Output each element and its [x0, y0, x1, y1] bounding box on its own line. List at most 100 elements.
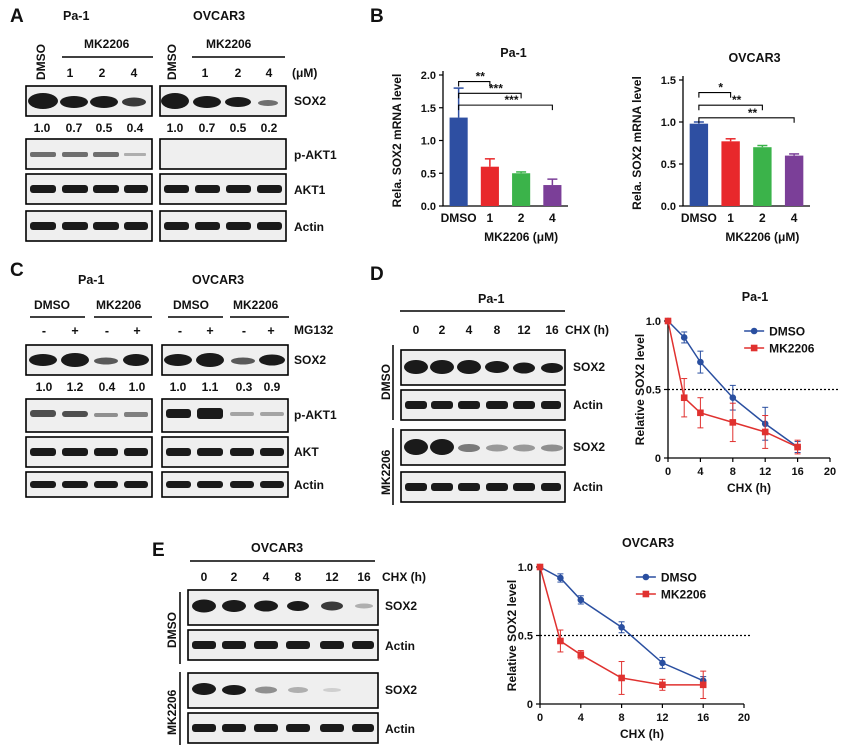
panel-e-row-sox2-2: SOX2 [385, 683, 417, 697]
panel-a-unit: (μM) [292, 66, 317, 80]
chart-b2-title: OVCAR3 [728, 51, 780, 65]
chart-d-legend-marker [750, 344, 758, 352]
chart-e-ylabel: Relative SOX2 level [505, 580, 519, 691]
chart-b1-ytick-label: 1.0 [421, 136, 436, 148]
chart-e-curve: OVCAR3 0 4 8 12 16 20 0 0.5 1.0 CHX (h) Relative SO… [505, 536, 752, 741]
chart-d-point [680, 394, 688, 402]
panel-e-row-actin-1: Actin [385, 639, 415, 653]
panel-c-reagent: MG132 [294, 323, 334, 337]
chart-e-point [577, 651, 585, 658]
chart-e-xtick-label: 4 [578, 712, 585, 724]
panel-e-tp-16: 16 [357, 570, 371, 584]
panel-c-pa1-group-mk: MK2206 [96, 298, 142, 312]
chart-b2-sig-bracket [698, 117, 795, 123]
blot-a-ovcar3-pakt1 [159, 138, 287, 170]
chart-e-ytick-label: 0 [527, 699, 533, 711]
panel-a-pa1-dose-2: 2 [99, 66, 106, 80]
bands-a-pa1-sox2 [28, 93, 146, 109]
panel-c-sign-5: - [178, 324, 182, 338]
chart-d-point [680, 334, 688, 341]
chart-b1-bar [512, 173, 531, 206]
chart-d-xtick-label: 4 [697, 466, 704, 478]
chart-e-point [618, 674, 625, 682]
chart-d-legend-marker [750, 327, 758, 335]
chart-d-xtick-label: 12 [759, 466, 771, 478]
bands-a-ovcar3-actin [164, 222, 282, 230]
panel-a-ovcar3-dose-2: 2 [235, 66, 242, 80]
bands-e-mk-actin [192, 724, 374, 732]
chart-d-point [794, 443, 801, 451]
chart-b1-ytick-label: 2.0 [421, 70, 436, 82]
chart-e-xtick-label: 20 [738, 712, 750, 724]
blot-e-dmso-actin [187, 629, 379, 661]
panel-e-row-actin-2: Actin [385, 722, 415, 736]
chart-e-ytick-label: 0.5 [518, 631, 533, 643]
blot-e-dmso-sox2 [187, 589, 379, 626]
chart-b1-sig-bracket [458, 92, 522, 99]
panel-d-tp-12: 12 [517, 323, 531, 337]
chart-b1-xlabel: MK2206 (μM) [484, 230, 558, 244]
chart-b2-sig-label: * [718, 81, 723, 95]
bands-d-mk-sox2 [404, 439, 563, 455]
panel-d-tp-8: 8 [494, 323, 501, 337]
chart-d-xtick-label: 16 [791, 466, 803, 478]
bands-c-pa1-akt [30, 448, 148, 456]
chart-b-ovcar3: OVCAR3 0.0 0.5 1.0 1.5 Rela. SOX2 mRNA level D… [630, 51, 810, 244]
chart-d-point [697, 409, 704, 417]
panel-e-tp-0: 0 [201, 570, 208, 584]
chart-b2-ytick-label: 0.5 [661, 159, 676, 171]
chart-e-legend-label: MK2206 [661, 588, 707, 602]
chart-d-point [729, 394, 737, 402]
panel-d-tp-4: 4 [466, 323, 473, 337]
chart-e-legend-marker [642, 573, 650, 581]
bands-a-ovcar3-akt1 [164, 185, 282, 193]
chart-e-axes [539, 565, 744, 705]
chart-e-point [659, 659, 666, 667]
panel-e-group-mk: MK2206 [165, 689, 179, 735]
bands-a-ovcar3-sox2 [161, 93, 278, 109]
panel-d-title: Pa-1 [478, 292, 504, 306]
chart-e-series-line-0 [539, 566, 704, 682]
quant-a-ovcar3-3: 0.5 [230, 121, 247, 135]
panel-a-pa1-treatment-label: MK2206 [84, 37, 130, 51]
bands-a-pa1-pakt1 [30, 152, 146, 157]
panel-c-pa1-group-dmso: DMSO [34, 298, 70, 312]
panel-e-group-dmso: DMSO [165, 612, 179, 648]
panel-a-ovcar3-dose-4: 4 [266, 66, 273, 80]
bands-c-pa1-pakt1 [30, 410, 148, 417]
blot-d-dmso-sox2 [400, 349, 566, 386]
chart-b1-ytick-label: 0.5 [421, 168, 436, 180]
chart-b1-category-label: DMSO [441, 211, 477, 225]
panel-a-row-sox2: SOX2 [294, 94, 326, 108]
chart-b1-sig-label: ** [476, 70, 486, 84]
bands-e-dmso-actin [192, 641, 374, 649]
panel-e-row-sox2-1: SOX2 [385, 599, 417, 613]
chart-b2-ytick-label: 1.5 [661, 75, 676, 87]
panel-d-tp-0: 0 [413, 323, 420, 337]
chart-d-curve: Pa-1 0 4 8 12 16 20 0 0.5 1.0 CHX (h) Relative SOX2… [633, 290, 838, 495]
chart-e-point [577, 596, 585, 604]
quant-a-pa1-2: 0.7 [66, 121, 83, 135]
chart-b2-xlabel: MK2206 (μM) [725, 230, 799, 244]
blot-d-dmso-actin [400, 389, 566, 421]
chart-e-point [536, 563, 544, 571]
quant-a-pa1-3: 0.5 [96, 121, 113, 135]
chart-e-legend-label: DMSO [661, 571, 697, 585]
panel-c-sign-7: - [242, 324, 246, 338]
panel-d-time-label: CHX (h) [565, 323, 609, 337]
chart-b2-sig-label: ** [748, 106, 758, 120]
panel-d-group-dmso: DMSO [379, 364, 393, 400]
panel-a-title-pa1: Pa-1 [63, 9, 89, 23]
panel-c-row-sox2: SOX2 [294, 353, 326, 367]
chart-b1-sig-bracket [458, 81, 491, 87]
chart-e-legend-marker [642, 590, 650, 598]
chart-d-xtick-label: 8 [730, 466, 736, 478]
chart-e-point [618, 623, 625, 631]
quant-c-pa1-4: 1.0 [129, 380, 146, 394]
bands-a-pa1-akt1 [30, 185, 148, 193]
chart-b1-category-label: 4 [549, 211, 556, 225]
panel-a-ovcar3-dmso-label: DMSO [165, 44, 179, 80]
panel-c-row-pakt1: p-AKT1 [294, 408, 337, 422]
chart-e-series-line-1 [539, 566, 704, 686]
